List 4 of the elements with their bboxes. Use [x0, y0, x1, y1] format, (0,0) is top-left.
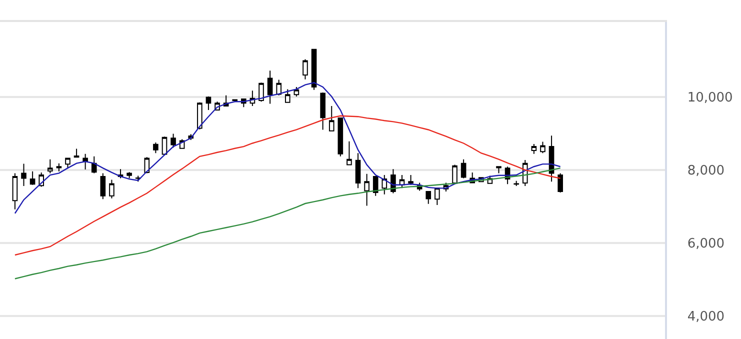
y-tick-label: 4,000 [687, 310, 725, 325]
y-tick-label: 10,000 [687, 90, 733, 106]
y-tick-label: 6,000 [687, 236, 725, 252]
y-tick-label: 8,000 [687, 163, 725, 178]
